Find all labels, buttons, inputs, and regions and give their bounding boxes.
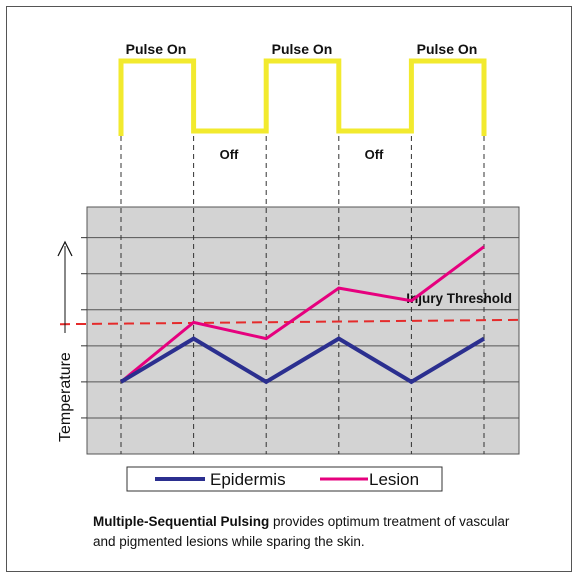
gridlines <box>87 237 519 419</box>
figure-caption: Multiple-Sequential Pulsing provides opt… <box>93 512 533 552</box>
pulse-on-label-2: Pulse On <box>272 41 333 57</box>
pulse-waveform <box>118 58 487 136</box>
pulse-off-label-2: Off <box>365 147 384 162</box>
legend-label-lesion: Lesion <box>369 470 419 489</box>
legend-label-epidermis: Epidermis <box>210 470 286 489</box>
y-axis-arrow-icon <box>57 240 73 257</box>
lesion-series-line <box>120 245 485 384</box>
pulse-on-label-1: Pulse On <box>126 41 187 57</box>
pulse-on-label-3: Pulse On <box>417 41 478 57</box>
pulse-off-label-1: Off <box>220 147 239 162</box>
caption-text: provides optimum treatment of vascular a… <box>93 514 510 549</box>
pulse-guide-lines <box>120 136 485 454</box>
plot-area <box>86 206 520 455</box>
caption-bold: Multiple-Sequential Pulsing <box>93 514 270 529</box>
y-axis-ticks <box>81 237 87 419</box>
epidermis-series-line <box>119 336 486 385</box>
y-axis-label: Temperature <box>57 352 74 442</box>
injury-threshold-label: Injury Threshold <box>406 291 512 306</box>
